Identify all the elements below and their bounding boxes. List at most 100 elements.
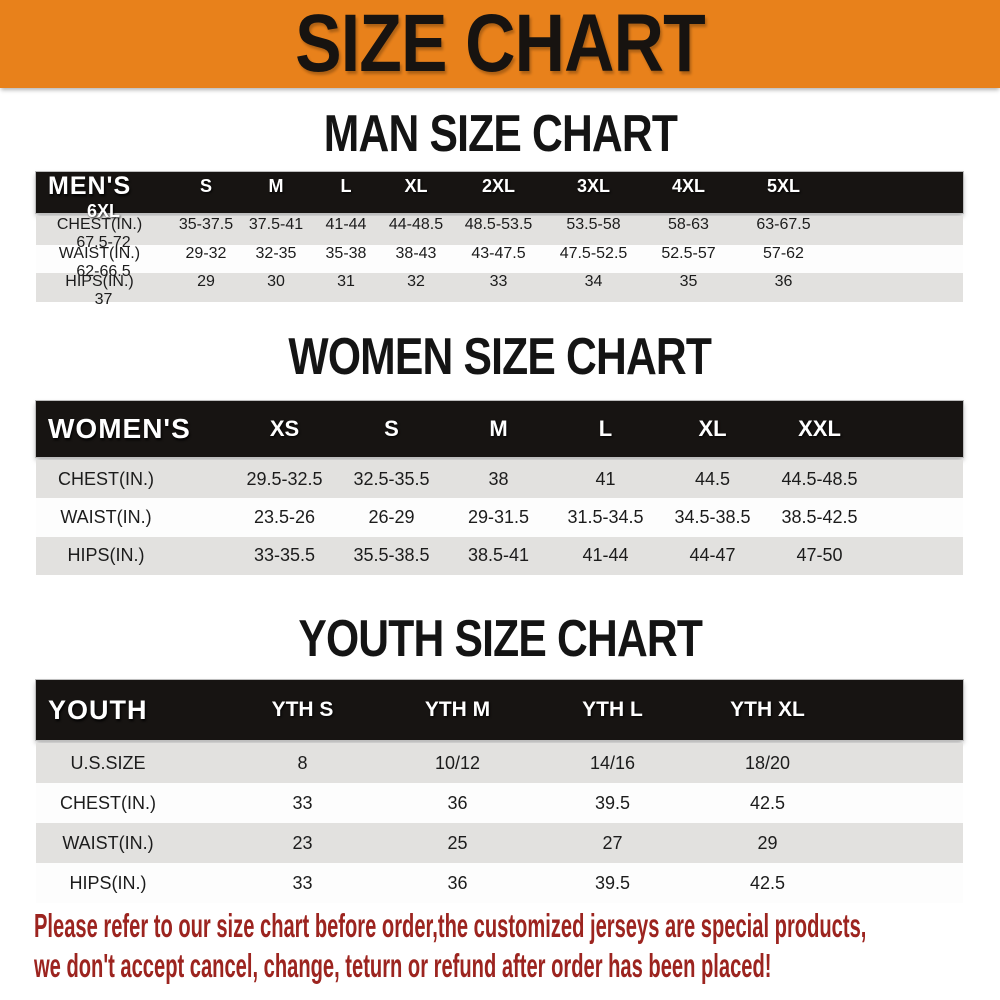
- table-cell: 44-48.5: [388, 216, 444, 233]
- table-cell: 57-62: [763, 244, 804, 262]
- row-label: HIPS(IN.): [67, 545, 145, 566]
- table-cell: 39.5: [594, 872, 631, 893]
- row-label: CHEST(IN.): [56, 216, 143, 233]
- table-cell: 37: [94, 291, 113, 309]
- table-cell: 58-63: [668, 216, 709, 233]
- table-row: CHEST(IN.) 35-37.5 37.5-41 41-44 44-48.5 48.5…: [36, 216, 963, 251]
- table-cell: 32.5-35.5: [353, 468, 430, 489]
- table-cell: 38.5-42.5: [781, 507, 858, 528]
- table-cell: 36: [447, 792, 468, 813]
- banner: SIZE CHART: [0, 0, 1000, 88]
- table-cell: 33: [292, 792, 313, 813]
- table-row: WAIST(IN.) 23.5-26 26-29 29-31.5 31.5-34.5 34…: [36, 498, 963, 537]
- column-header: 2XL: [481, 176, 515, 196]
- table-cell: 29-32: [185, 244, 227, 262]
- table-cell: 31: [337, 273, 355, 291]
- table-cell: 42.5: [749, 872, 786, 893]
- column-header: XL: [698, 416, 727, 441]
- table-cell: 33: [489, 273, 508, 291]
- table-cell: 25: [447, 832, 468, 853]
- youth-table-header: YOUTH YTH S YTH M YTH L YTH XL: [36, 680, 963, 740]
- table-cell: 29.5-32.5: [246, 468, 323, 489]
- table-row: U.S.SIZE 8 10/12 14/16 18/20: [36, 743, 963, 783]
- row-label: HIPS(IN.): [65, 273, 134, 291]
- table-cell: 34.5-38.5: [674, 507, 751, 528]
- row-label: CHEST(IN.): [60, 792, 156, 813]
- column-header: YTH M: [424, 698, 491, 721]
- section-title-men: MAN SIZE CHART: [0, 108, 1000, 160]
- column-header: M: [268, 176, 284, 196]
- footer-line-2-text: we don't accept cancel, change, teturn o…: [34, 947, 772, 984]
- row-label: WAIST(IN.): [60, 507, 152, 528]
- footer-note: Please refer to our size chart before or…: [34, 906, 994, 986]
- table-cell: 29: [197, 273, 215, 291]
- row-label: U.S.SIZE: [70, 752, 146, 773]
- table-cell: 37.5-41: [248, 216, 304, 233]
- section-title-women: WOMEN SIZE CHART: [0, 331, 1000, 383]
- table-corner-label: WOMEN'S: [48, 413, 191, 444]
- table-cell: 48.5-53.5: [464, 216, 533, 233]
- table-cell: 41-44: [582, 545, 629, 566]
- column-header: XS: [269, 416, 300, 441]
- footer-line-1: Please refer to our size chart before or…: [34, 906, 994, 946]
- table-cell: 41: [595, 468, 616, 489]
- table-cell: 42.5: [749, 792, 786, 813]
- section-title-youth-text: YOUTH SIZE CHART: [298, 610, 703, 668]
- row-label: WAIST(IN.): [58, 244, 141, 262]
- table-cell: 35-37.5: [178, 216, 234, 233]
- women-table-header: WOMEN'S XS S M L XL XXL: [36, 401, 963, 457]
- table-row: WAIST(IN.) 29-32 32-35 35-38 38-43 43-47.5 47.…: [36, 244, 963, 280]
- table-cell: 35.5-38.5: [353, 545, 430, 566]
- table-cell: 29: [757, 832, 778, 853]
- table-cell: 27: [602, 832, 623, 853]
- table-cell: 36: [447, 872, 468, 893]
- table-cell: 8: [297, 752, 308, 773]
- column-header: XXL: [798, 416, 841, 441]
- table-cell: 33: [292, 872, 313, 893]
- table-cell: 63-67.5: [756, 216, 811, 233]
- table-cell: 38.5-41: [467, 545, 530, 566]
- row-label: CHEST(IN.): [58, 468, 154, 489]
- table-row: CHEST(IN.) 33 36 39.5 42.5: [36, 783, 963, 823]
- table-cell: 30: [267, 273, 285, 291]
- table-cell: 10/12: [434, 752, 481, 773]
- table-cell: 36: [774, 273, 793, 291]
- table-cell: 44-47: [689, 545, 736, 566]
- column-header: 4XL: [671, 176, 705, 196]
- table-cell: 34: [584, 273, 603, 291]
- women-size-table: WOMEN'S XS S M L XL XXL CHEST(IN.) 29.5-32.5 32.…: [36, 401, 963, 576]
- column-header: 6XL: [86, 201, 120, 221]
- table-row: HIPS(IN.) 33-35.5 35.5-38.5 38.5-41 41-44 44-…: [36, 536, 963, 576]
- table-cell: 14/16: [589, 752, 636, 773]
- table-cell: 32-35: [255, 244, 297, 262]
- row-label: WAIST(IN.): [62, 832, 154, 853]
- table-cell: 31.5-34.5: [567, 507, 644, 528]
- column-header: YTH S: [271, 698, 334, 721]
- table-cell: 23.5-26: [253, 507, 316, 528]
- table-corner-label: MEN'S: [48, 172, 132, 200]
- table-row: WAIST(IN.) 23 25 27 29: [36, 823, 963, 863]
- table-row: HIPS(IN.) 33 36 39.5 42.5: [36, 863, 963, 903]
- table-cell: 67.5-72: [76, 234, 131, 251]
- column-header: YTH L: [582, 698, 643, 721]
- footer-line-2: we don't accept cancel, change, teturn o…: [34, 946, 994, 986]
- table-cell: 41-44: [325, 216, 367, 233]
- table-cell: 53.5-58: [566, 216, 621, 233]
- column-header: S: [199, 176, 212, 196]
- table-cell: 38: [488, 468, 509, 489]
- table-cell: 47.5-52.5: [559, 244, 628, 262]
- column-header: 3XL: [576, 176, 610, 196]
- men-size-table: MEN'S S M L XL 2XL 3XL 4XL 5XL 6XL CHEST(IN.) 35-3…: [36, 172, 963, 308]
- table-cell: 26-29: [368, 507, 415, 528]
- men-table-header: MEN'S S M L XL 2XL 3XL 4XL 5XL 6XL: [36, 172, 963, 221]
- column-header: L: [598, 416, 613, 441]
- banner-title: SIZE CHART: [295, 0, 706, 89]
- table-cell: 62-66.5: [76, 262, 131, 280]
- column-header: S: [384, 416, 399, 441]
- table-cell: 44.5: [694, 468, 731, 489]
- row-label: HIPS(IN.): [69, 872, 147, 893]
- column-header: L: [340, 176, 352, 196]
- footer-line-1-text: Please refer to our size chart before or…: [34, 907, 867, 944]
- table-cell: 18/20: [744, 752, 791, 773]
